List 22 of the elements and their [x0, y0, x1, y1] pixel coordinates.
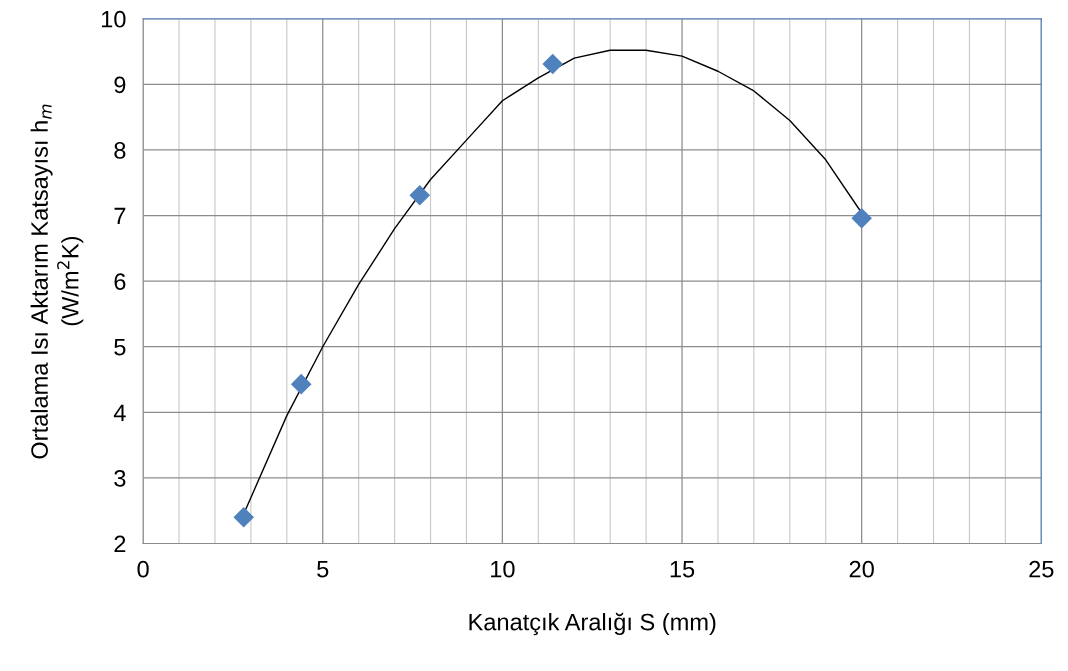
y-tick-label: 2 [114, 535, 126, 553]
y-tick-label: 3 [114, 469, 126, 487]
y-tick-label: 6 [114, 273, 126, 290]
point [851, 207, 872, 229]
y-tick-label: 10 [101, 10, 126, 28]
x-axis-title: Kanatçık Aralığı S (mm) [469, 612, 716, 636]
point [290, 373, 312, 395]
x-tick-label: 20 [849, 560, 874, 578]
x-tick-label: 25 [1029, 560, 1054, 578]
text: Ortalama Isı Aktarım Katsayısı h$_{m}$ (W/m$^{2}$K) [30, 104, 84, 459]
x-tick-label: 10 [491, 560, 515, 578]
x-tick-label: 5 [317, 561, 329, 578]
point [233, 506, 255, 528]
y-tick-label: 7 [114, 207, 126, 225]
x-tick-label: 0 [137, 560, 149, 578]
y-tick-label: 8 [114, 142, 126, 159]
point [409, 184, 431, 206]
y-tick-label: 5 [114, 339, 126, 356]
y-tick-label: 4 [113, 404, 126, 421]
point [542, 53, 563, 75]
x-tick-label: 15 [670, 561, 695, 578]
y-tick-label: 9 [114, 76, 126, 94]
